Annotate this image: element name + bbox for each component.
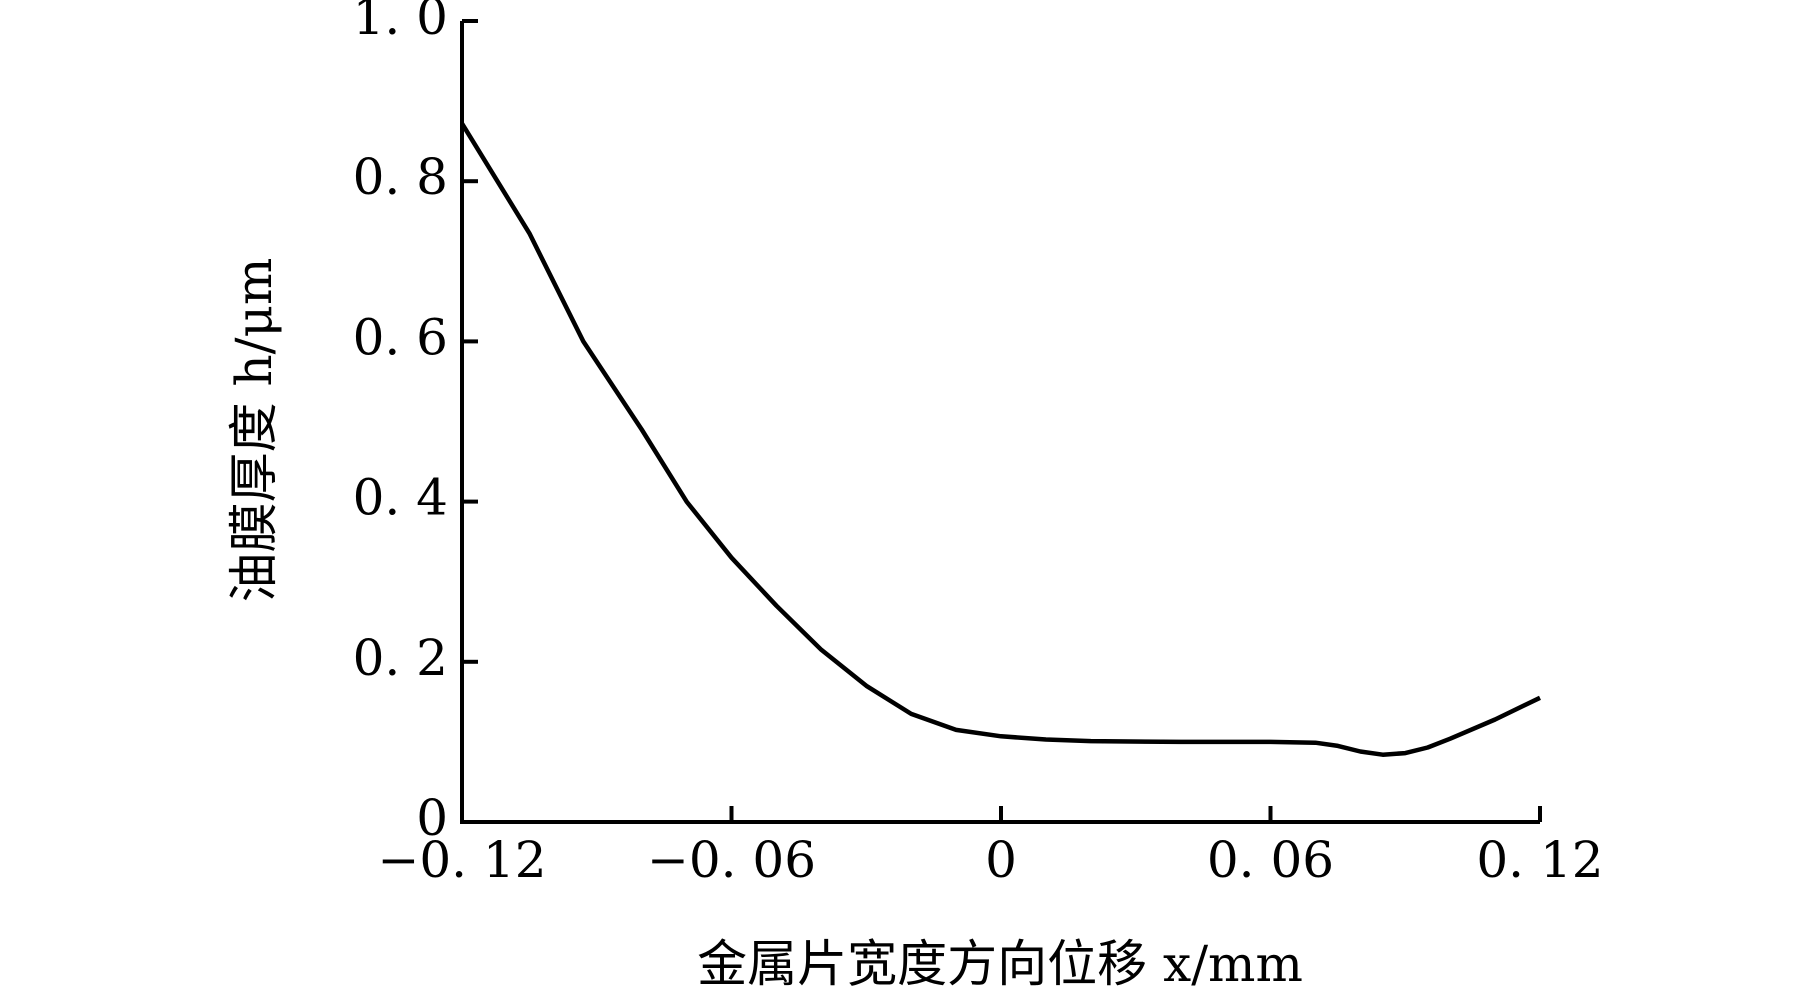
data-line	[460, 122, 1541, 757]
y-tick-label: 0. 2	[353, 629, 448, 687]
x-tick-label: −0. 06	[647, 831, 816, 889]
x-tick-label: 0	[985, 831, 1017, 889]
x-tick-label: 0. 12	[1476, 831, 1603, 889]
y-tick-label: 0	[416, 789, 448, 847]
y-axis-title: 油膜厚度 h/μm	[225, 258, 283, 603]
x-tick-label: −0. 12	[377, 831, 546, 889]
y-tick-label: 0. 4	[353, 469, 448, 527]
x-axis-title: 金属片宽度方向位移 x/mm	[697, 935, 1303, 988]
y-tick-label: 0. 6	[353, 308, 448, 366]
y-tick-label: 0. 8	[353, 148, 448, 206]
y-tick-label: 1. 0	[353, 0, 448, 46]
x-tick-label: 0. 06	[1207, 831, 1334, 889]
